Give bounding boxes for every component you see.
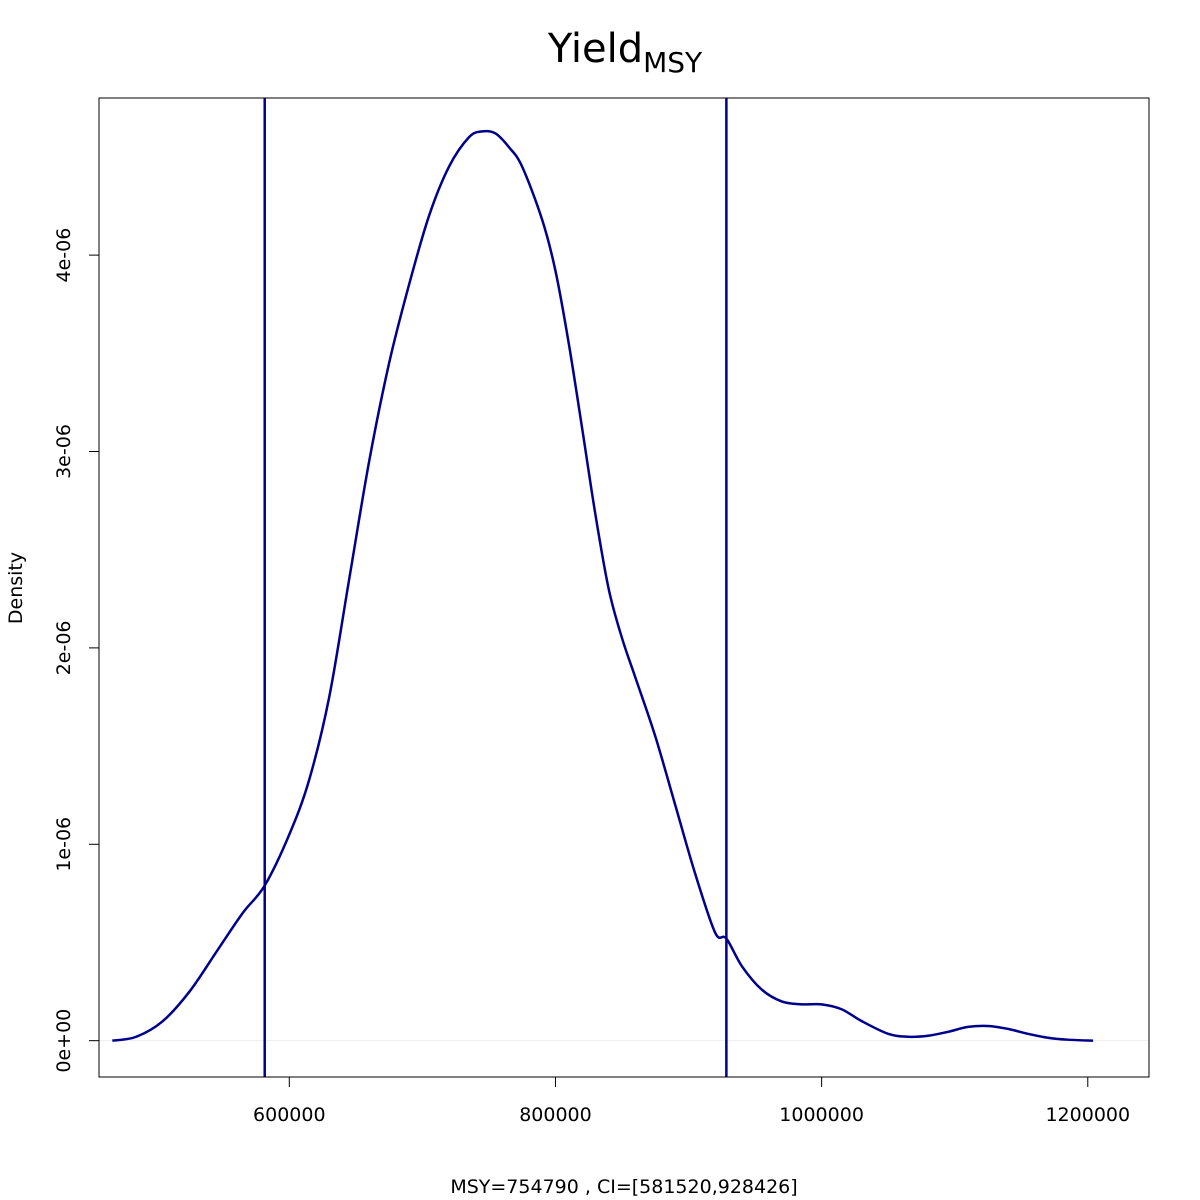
y-axis-label: Density	[5, 552, 27, 624]
chart-title-subscript: MSY	[643, 46, 703, 79]
y-axis: 0e+00 1e-06 2e-06 3e-06 4e-06	[53, 228, 99, 1073]
ci-lines	[263, 98, 728, 1077]
y-tick-label: 4e-06	[53, 228, 75, 283]
x-axis: 600000 800000 1000000 1200000	[253, 1077, 1130, 1126]
x-tick-label: 600000	[253, 1104, 326, 1126]
y-tick-label: 1e-06	[53, 817, 75, 872]
plot-frame	[98, 97, 1150, 1078]
y-tick-label: 3e-06	[53, 424, 75, 479]
x-tick-label: 800000	[519, 1104, 592, 1126]
chart-title: YieldMSY	[547, 26, 703, 79]
x-tick-label: 1000000	[779, 1104, 864, 1126]
y-tick-label: 2e-06	[53, 620, 75, 675]
x-axis-label: MSY=754790 , CI=[581520,928426]	[450, 1176, 797, 1198]
y-tick-label: 0e+00	[53, 1009, 75, 1073]
x-tick-label: 1200000	[1045, 1104, 1130, 1126]
chart-title-main: Yield	[547, 26, 643, 72]
series-layer	[112, 129, 1094, 1042]
density-curve	[112, 129, 1094, 1042]
